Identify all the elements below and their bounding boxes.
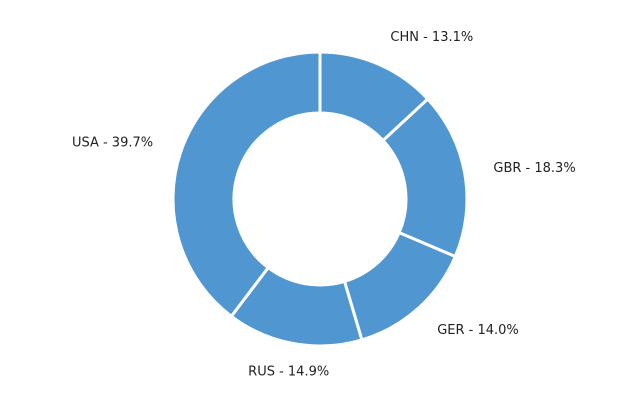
slice-label-gbr: GBR - 18.3% — [493, 161, 575, 176]
slice-label-usa: USA - 39.7% — [72, 136, 153, 151]
slice-label-chn: CHN - 13.1% — [390, 30, 473, 45]
slice-usa — [171, 50, 322, 319]
slices-layer — [171, 50, 469, 348]
slice-label-ger: GER - 14.0% — [437, 323, 519, 338]
labels-layer: CHN - 13.1% GBR - 18.3% GER - 14.0% RUS - 1… — [72, 30, 576, 380]
slice-label-rus: RUS - 14.9% — [248, 365, 329, 380]
